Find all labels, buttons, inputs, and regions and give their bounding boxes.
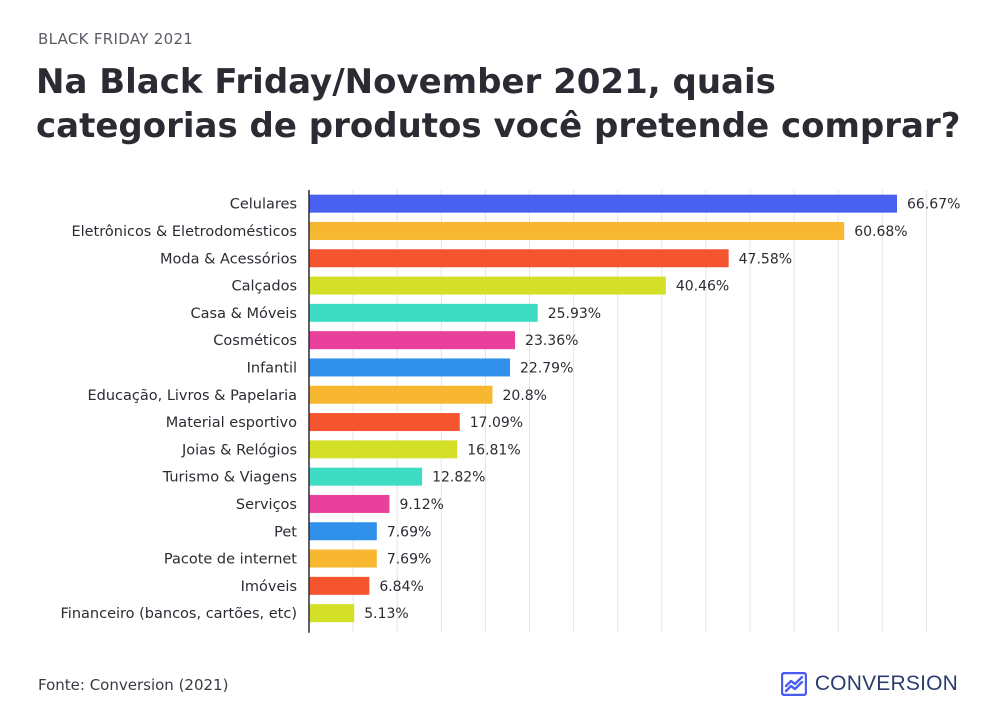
value-label: 9.12% <box>399 497 443 513</box>
bar <box>309 549 377 568</box>
value-label: 7.69% <box>387 524 431 540</box>
category-label: Pacote de internet <box>164 552 297 568</box>
value-label: 47.58% <box>739 251 792 267</box>
value-label: 66.67% <box>907 197 960 213</box>
value-label: 12.82% <box>432 470 485 486</box>
chart-title: Na Black Friday/November 2021, quais cat… <box>36 62 961 146</box>
category-label: Joias & Relógios <box>181 442 297 458</box>
category-label: Casa & Móveis <box>191 306 297 322</box>
value-label: 16.81% <box>467 442 520 458</box>
value-label: 6.84% <box>379 579 423 595</box>
bar <box>309 303 538 322</box>
bar <box>309 276 666 295</box>
bar <box>309 494 390 513</box>
category-label: Eletrônicos & Eletrodomésticos <box>71 224 297 240</box>
value-label: 22.79% <box>520 360 573 376</box>
bar <box>309 413 460 432</box>
category-label: Moda & Acessórios <box>160 251 297 267</box>
brand-logo[interactable]: CONVERSION <box>780 672 958 696</box>
eyebrow-label: BLACK FRIDAY 2021 <box>38 30 194 48</box>
bar <box>309 440 458 459</box>
value-label: 17.09% <box>470 415 523 431</box>
icon-frame <box>780 672 807 696</box>
value-label: 7.69% <box>387 552 431 568</box>
category-label: Pet <box>274 524 297 540</box>
value-label: 60.68% <box>854 224 907 240</box>
bar <box>309 249 729 268</box>
category-label: Cosméticos <box>213 333 297 349</box>
value-label: 5.13% <box>364 606 408 622</box>
value-label: 25.93% <box>548 306 601 322</box>
bar <box>309 576 370 595</box>
category-label: Celulares <box>230 197 297 213</box>
bar <box>309 358 511 377</box>
category-label: Educação, Livros & Papelaria <box>87 388 297 404</box>
bar <box>309 467 423 486</box>
category-label: Infantil <box>247 360 297 376</box>
bar <box>309 331 516 350</box>
bar <box>309 604 355 623</box>
brand-name: CONVERSION <box>814 672 958 695</box>
icon-trend-lower <box>784 680 804 693</box>
category-label: Imóveis <box>241 579 297 595</box>
category-label: Calçados <box>231 279 297 295</box>
source-note: Fonte: Conversion (2021) <box>38 676 229 694</box>
bar <box>309 522 377 541</box>
category-label: Turismo & Viagens <box>162 470 297 486</box>
icon-trend-upper <box>784 675 804 688</box>
value-label: 23.36% <box>525 333 578 349</box>
value-label: 40.46% <box>676 279 729 295</box>
trend-chart-icon <box>780 672 807 696</box>
category-label: Financeiro (bancos, cartões, etc) <box>61 606 297 622</box>
bar <box>309 221 845 240</box>
category-label: Serviços <box>236 497 297 513</box>
bar <box>309 385 493 404</box>
category-label: Material esportivo <box>166 415 297 431</box>
value-label: 20.8% <box>502 388 546 404</box>
bar <box>309 194 898 213</box>
